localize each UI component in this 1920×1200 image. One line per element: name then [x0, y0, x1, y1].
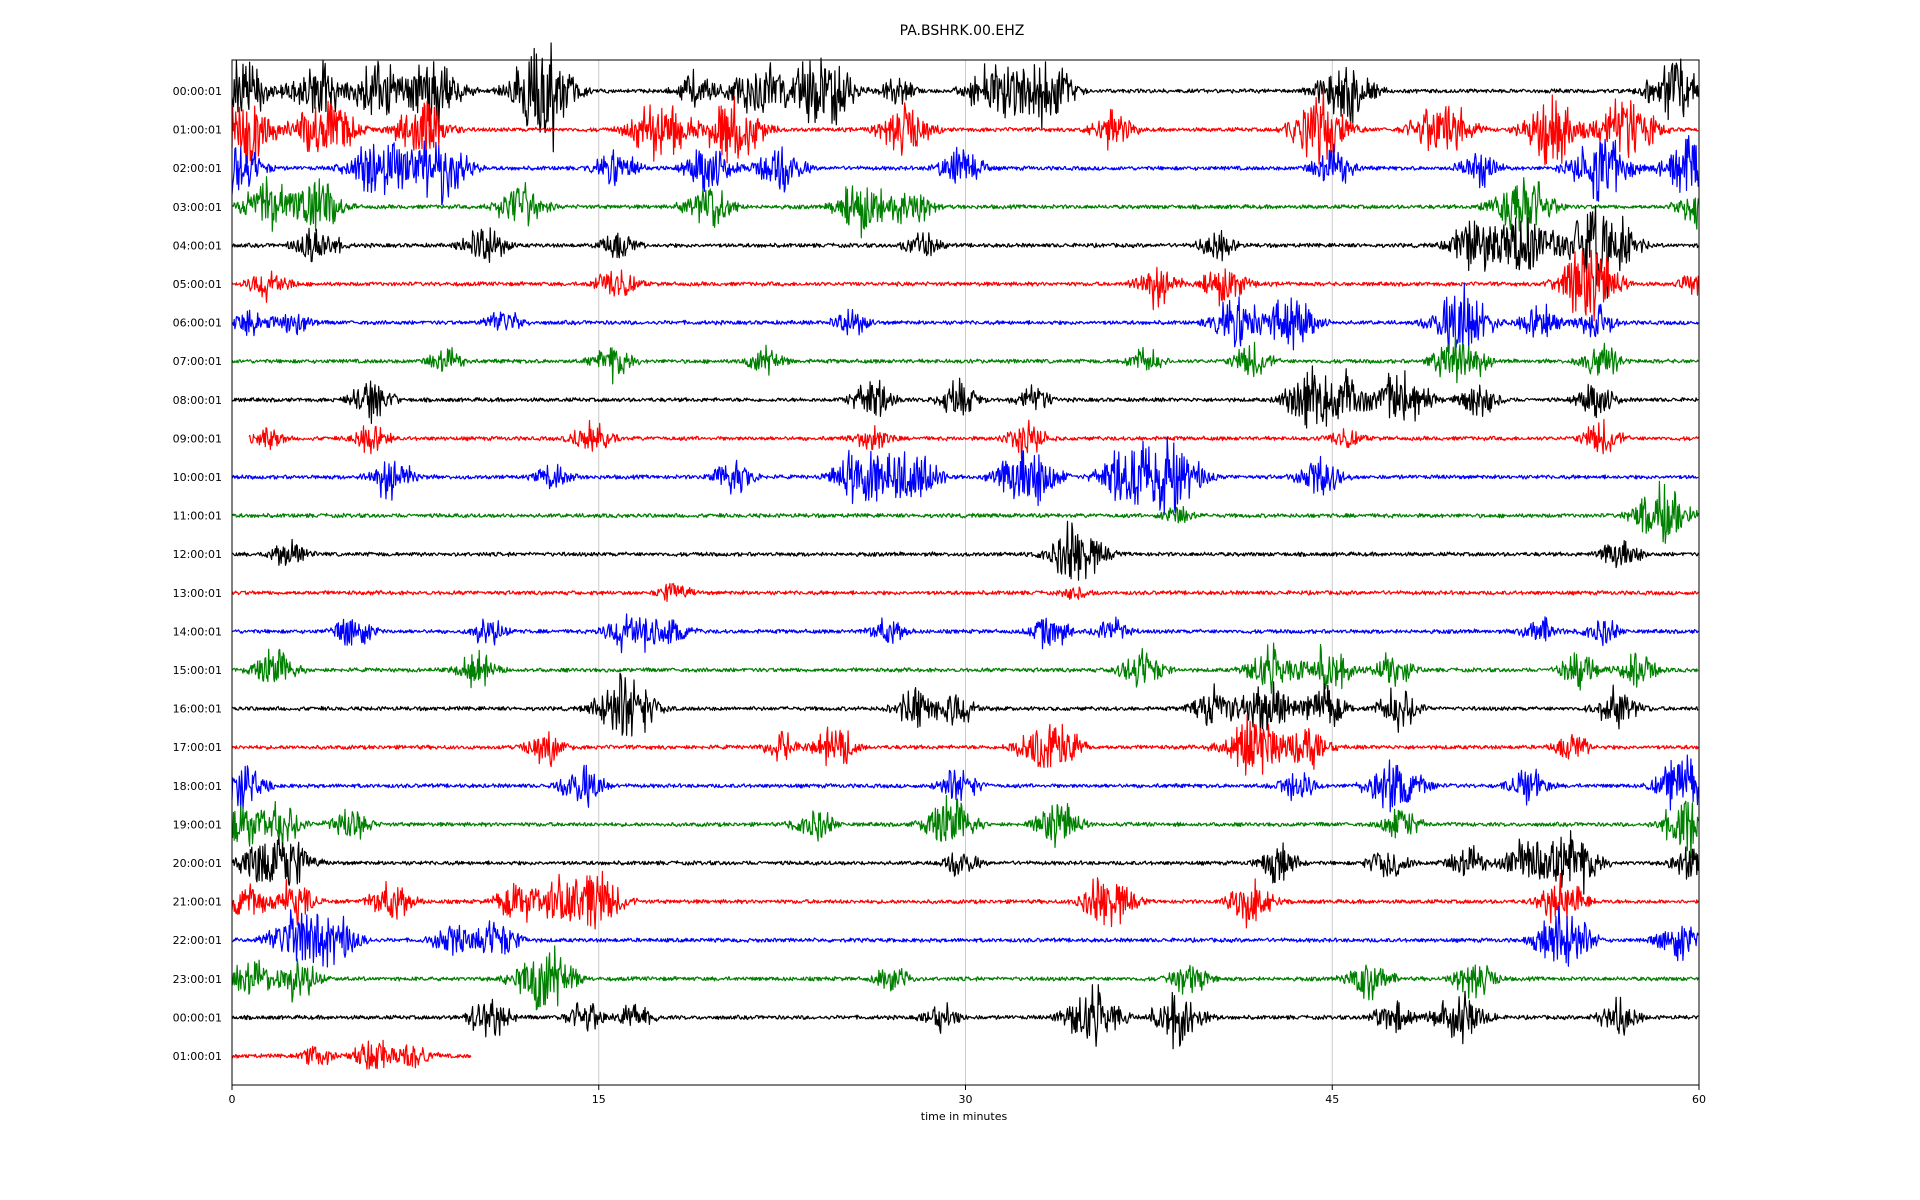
seismic-traces: [231, 42, 1700, 1070]
row-label: 08:00:01: [173, 394, 222, 407]
row-label: 15:00:01: [173, 664, 222, 677]
row-label: 17:00:01: [173, 741, 222, 754]
trace-line: [231, 613, 1699, 654]
trace-line: [231, 249, 1699, 322]
trace-line: [231, 754, 1699, 815]
trace-line: [231, 642, 1699, 694]
row-label: 10:00:01: [173, 471, 222, 484]
row-label: 21:00:01: [173, 896, 222, 909]
trace-line: [231, 945, 1699, 1011]
trace-line: [231, 520, 1699, 581]
row-label: 14:00:01: [173, 625, 222, 638]
trace-line: [231, 335, 1699, 385]
x-axis-ticks: 0 15 30 45 60: [229, 1085, 1706, 1106]
x-tick-label: 45: [1325, 1093, 1339, 1106]
row-label: 03:00:01: [173, 201, 222, 214]
row-label: 12:00:01: [173, 548, 222, 561]
trace-line: [231, 365, 1699, 429]
row-label: 11:00:01: [173, 510, 222, 523]
trace-line: [231, 830, 1699, 895]
trace-line: [231, 583, 1699, 603]
row-label: 20:00:01: [173, 857, 222, 870]
row-label: 07:00:01: [173, 355, 222, 368]
row-time-labels: 00:00:01 01:00:01 02:00:01 03:00:01 04:00:01…: [173, 85, 222, 1063]
row-label: 04:00:01: [173, 239, 222, 252]
row-label: 19:00:01: [173, 818, 222, 831]
trace-line: [231, 984, 1699, 1050]
row-label: 18:00:01: [173, 780, 222, 793]
vertical-gridlines: [598, 60, 1333, 1085]
trace-line: [231, 480, 1699, 544]
trace-line: [231, 87, 1699, 166]
trace-line: [231, 1039, 472, 1070]
trace-line: [231, 905, 1699, 968]
trace-line: [231, 714, 1699, 776]
trace-line: [231, 795, 1699, 859]
row-label: 02:00:01: [173, 162, 222, 175]
x-axis-label: time in minutes: [921, 1110, 1008, 1123]
trace-line: [231, 436, 1699, 516]
trace-line: [231, 672, 1699, 737]
row-label: 01:00:01: [173, 1050, 222, 1063]
row-label: 13:00:01: [173, 587, 222, 600]
trace-line: [231, 870, 1699, 930]
x-tick-label: 15: [592, 1093, 606, 1106]
trace-line: [231, 205, 1699, 299]
trace-line: [248, 418, 1700, 460]
row-label: 16:00:01: [173, 703, 222, 716]
row-label: 22:00:01: [173, 934, 222, 947]
row-label: 01:00:01: [173, 124, 222, 137]
row-label: 00:00:01: [173, 85, 222, 98]
trace-line: [231, 42, 1699, 153]
x-tick-label: 60: [1692, 1093, 1706, 1106]
row-label: 06:00:01: [173, 317, 222, 330]
trace-line: [231, 176, 1699, 241]
row-label: 00:00:01: [173, 1011, 222, 1024]
row-label: 09:00:01: [173, 432, 222, 445]
x-tick-label: 0: [229, 1093, 236, 1106]
trace-line: [231, 282, 1699, 355]
row-label: 23:00:01: [173, 973, 222, 986]
x-tick-label: 30: [959, 1093, 973, 1106]
row-label: 05:00:01: [173, 278, 222, 291]
trace-line: [231, 135, 1699, 206]
chart-title: PA.BSHRK.00.EHZ: [900, 23, 1025, 39]
